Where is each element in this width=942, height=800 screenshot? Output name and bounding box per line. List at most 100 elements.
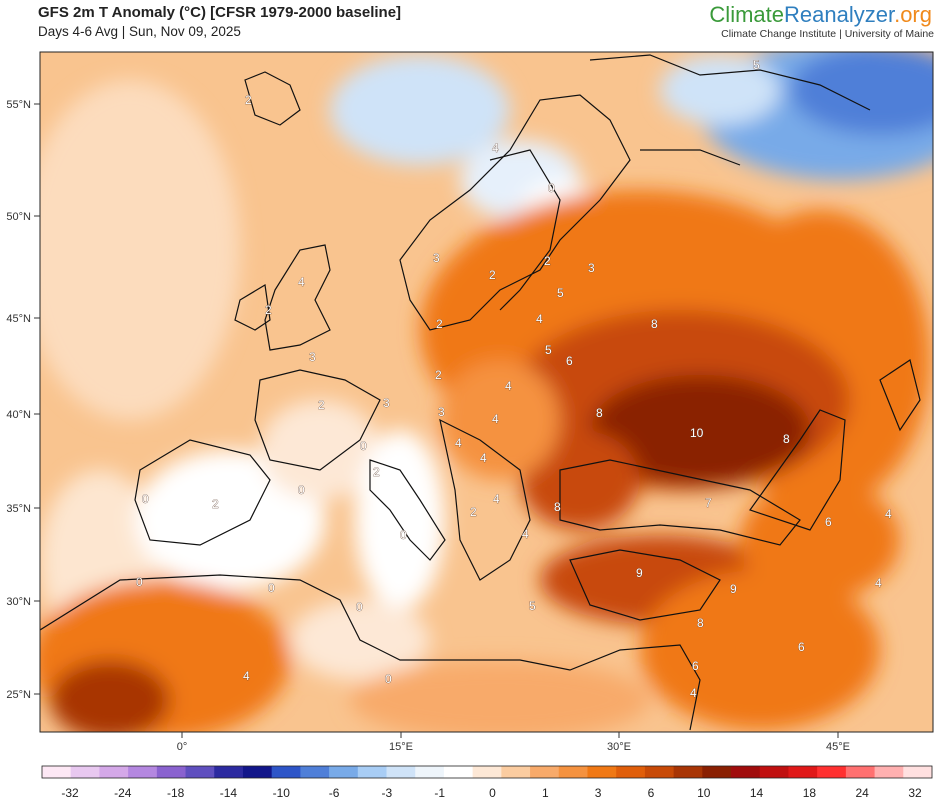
colorbar-tick-label: -1 xyxy=(434,786,445,800)
contour-label: 0 xyxy=(360,439,367,453)
contour-label: 3 xyxy=(309,350,316,364)
contour-label: 2 xyxy=(265,303,272,317)
contour-label: 4 xyxy=(492,412,499,426)
contour-label: 4 xyxy=(536,312,543,326)
contour-label: 2 xyxy=(544,254,551,268)
contour-label: 3 xyxy=(588,261,595,275)
colorbar-swatch xyxy=(558,766,588,778)
contour-label: 4 xyxy=(492,141,499,155)
colorbar-swatch xyxy=(42,766,72,778)
colorbar-swatch xyxy=(845,766,876,778)
colorbar-tick-label: 24 xyxy=(856,786,870,800)
contour-label: 4 xyxy=(455,436,462,450)
longitude-labels: 0° 15°E 30°E 45°E xyxy=(177,732,850,753)
colorbar-swatch xyxy=(530,766,560,778)
colorbar-swatch xyxy=(156,766,187,778)
contour-label: 0 xyxy=(385,672,392,686)
colorbar-swatch xyxy=(214,766,244,778)
colorbar-swatch xyxy=(702,766,732,778)
contour-label: 2 xyxy=(212,497,219,511)
lat-label: 25°N xyxy=(6,689,31,701)
colorbar-tick-label: -32 xyxy=(61,786,79,800)
lat-label: 30°N xyxy=(6,596,31,608)
colorbar-tick-label: 18 xyxy=(803,786,817,800)
colorbar-swatch xyxy=(357,766,388,778)
lon-label: 0° xyxy=(177,741,188,753)
contour-label: 9 xyxy=(636,566,643,580)
brand-subtitle: Climate Change Institute | University of… xyxy=(721,28,934,40)
contour-label: 5 xyxy=(545,343,552,357)
colorbar-swatch xyxy=(759,766,789,778)
lat-label: 35°N xyxy=(6,503,31,515)
lat-label: 50°N xyxy=(6,211,31,223)
map-title: GFS 2m T Anomaly (°C) [CFSR 1979-2000 ba… xyxy=(38,4,402,21)
contour-label: 2 xyxy=(435,368,442,382)
contour-label: 2 xyxy=(489,268,496,282)
lat-label: 55°N xyxy=(6,99,31,111)
colorbar-swatch xyxy=(99,766,129,778)
coastlines xyxy=(40,54,921,731)
colorbar-swatch xyxy=(472,766,502,778)
colorbar-swatch xyxy=(817,766,847,778)
brand-part-1: Climate xyxy=(709,2,784,27)
contour-label: 4 xyxy=(690,686,697,700)
contour-label: 8 xyxy=(783,432,790,446)
colorbar-swatch xyxy=(70,766,100,778)
lon-label: 45°E xyxy=(826,741,850,753)
colorbar-swatch xyxy=(731,766,761,778)
contour-label: 4 xyxy=(480,451,487,465)
contour-label: 0 xyxy=(298,483,305,497)
colorbar-swatch xyxy=(501,766,531,778)
contour-labels: 2 4 0 5 3 2 2 3 4 2 2 5 4 8 5 6 3 2 4 2 … xyxy=(136,58,893,701)
contour-label: 6 xyxy=(825,515,832,529)
contour-label: 0 xyxy=(268,581,275,595)
contour-label: 3 xyxy=(433,251,440,265)
colorbar-swatch xyxy=(185,766,215,778)
colorbar-swatch xyxy=(415,766,445,778)
latitude-labels: 55°N 50°N 45°N 40°N 35°N 30°N 25°N xyxy=(6,99,40,701)
colorbar: -32 -24 -18 -14 -10 -6 -3 -1 0 1 3 6 10 14 18 24 32 xyxy=(41,765,933,800)
contour-label: 6 xyxy=(566,354,573,368)
colorbar-tick-label: -10 xyxy=(273,786,291,800)
contour-label: 0 xyxy=(136,575,143,589)
contour-label: 4 xyxy=(505,379,512,393)
colorbar-tick-label: -24 xyxy=(114,786,132,800)
colorbar-tick-label: 6 xyxy=(648,786,655,800)
lon-label: 30°E xyxy=(607,741,631,753)
contour-label: 2 xyxy=(245,93,252,107)
colorbar-tick-label: 0 xyxy=(489,786,496,800)
colorbar-swatch xyxy=(128,766,158,778)
map-frame xyxy=(39,51,934,733)
colorbar-swatch xyxy=(644,766,675,778)
contour-label: 9 xyxy=(730,582,737,596)
colorbar-swatch xyxy=(300,766,330,778)
contour-label: 4 xyxy=(885,507,892,521)
contour-label: 2 xyxy=(470,505,477,519)
contour-label: 7 xyxy=(705,496,712,510)
contour-label: 5 xyxy=(529,599,536,613)
colorbar-swatch xyxy=(903,766,933,778)
contour-label: 0 xyxy=(400,528,407,542)
colorbar-tick-label: 32 xyxy=(908,786,922,800)
colorbar-tick-label: -14 xyxy=(220,786,238,800)
lon-label: 15°E xyxy=(389,741,413,753)
contour-label: 6 xyxy=(798,640,805,654)
contour-label: 0 xyxy=(356,600,363,614)
colorbar-swatches xyxy=(42,766,933,778)
colorbar-swatch xyxy=(874,766,904,778)
colorbar-tick-label: -3 xyxy=(382,786,393,800)
contour-label: 0 xyxy=(142,492,149,506)
colorbar-tick-label: 10 xyxy=(697,786,711,800)
brand-logo[interactable]: ClimateReanalyzer.org xyxy=(709,2,932,28)
contour-label: 8 xyxy=(554,500,561,514)
map-field xyxy=(40,52,933,732)
colorbar-swatch xyxy=(788,766,818,778)
colorbar-swatch xyxy=(673,766,703,778)
contour-label: 8 xyxy=(596,406,603,420)
lat-label: 40°N xyxy=(6,409,31,421)
contour-label: 10 xyxy=(690,426,704,440)
contour-label: 4 xyxy=(875,576,882,590)
colorbar-swatch xyxy=(443,766,474,778)
colorbar-tick-label: -18 xyxy=(167,786,185,800)
contour-label: 5 xyxy=(753,58,760,72)
